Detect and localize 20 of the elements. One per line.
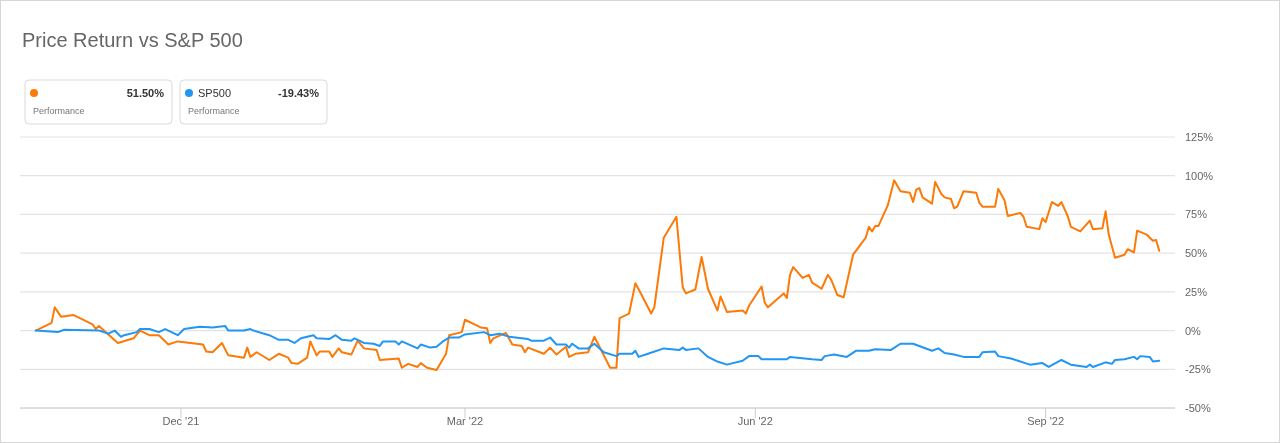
legend-label: SP500 <box>198 87 232 99</box>
x-tick-label: Jun '22 <box>737 415 773 427</box>
y-tick-label: 50% <box>1185 247 1208 260</box>
x-tick-label: Mar '22 <box>446 415 484 427</box>
y-tick-label: 25% <box>1185 285 1208 298</box>
y-tick-label: -25% <box>1185 363 1211 376</box>
text: Performance <box>33 106 85 116</box>
chart-title: Price Return vs S&P 500 <box>22 29 243 51</box>
y-tick-label: -50% <box>1185 402 1211 414</box>
y-tick-label: 125% <box>1185 131 1214 143</box>
y-tick-label: 100% <box>1185 169 1214 182</box>
x-tick-label: Dec '21 <box>162 415 200 427</box>
text: 51.50% <box>126 87 165 99</box>
text: Performance <box>188 106 240 116</box>
y-tick-label: 0% <box>1185 324 1202 337</box>
text: -19.43% <box>278 87 320 99</box>
line-series <box>34 179 1161 372</box>
y-tick-label: 75% <box>1185 208 1208 221</box>
x-tick-label: Sep '22 <box>1027 415 1065 427</box>
line-series <box>34 324 1161 368</box>
